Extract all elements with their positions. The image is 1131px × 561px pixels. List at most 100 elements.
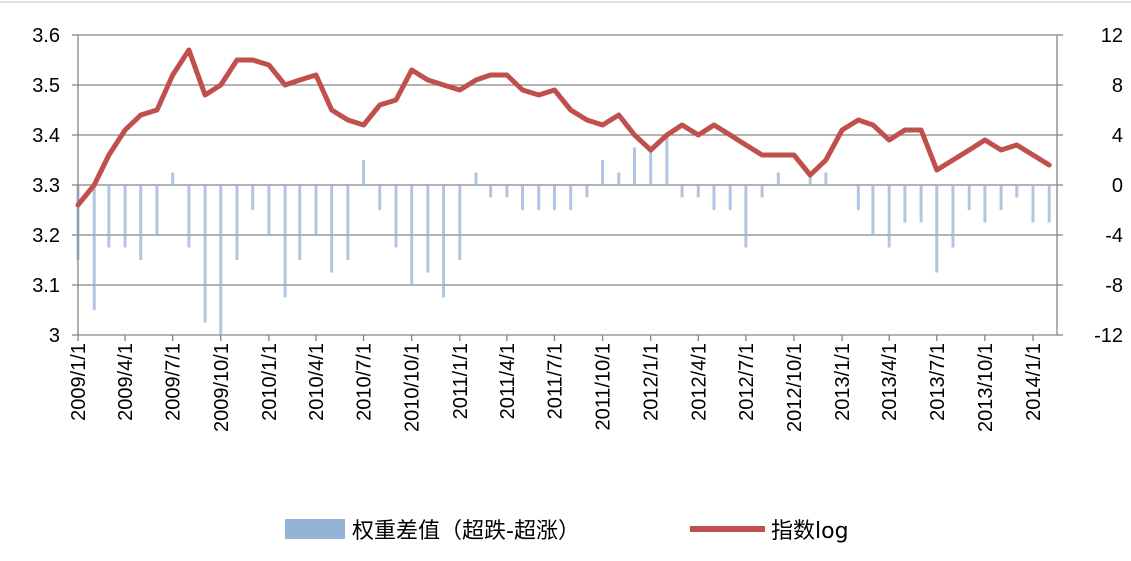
bar <box>967 185 971 210</box>
bar <box>537 185 541 210</box>
bar <box>107 185 111 248</box>
bar <box>426 185 430 273</box>
x-tick-label: 2010/10/1 <box>402 343 424 432</box>
bar <box>187 185 191 248</box>
x-tick-label: 2013/4/1 <box>879 343 901 421</box>
bar <box>983 185 987 223</box>
bar <box>298 185 302 260</box>
bar <box>776 172 780 185</box>
bar <box>601 160 605 185</box>
bar <box>219 185 223 335</box>
x-tick-label: 2012/10/1 <box>784 343 806 432</box>
bar <box>139 185 143 260</box>
axes <box>72 34 1063 341</box>
bar <box>394 185 398 248</box>
bar <box>744 185 748 248</box>
bar <box>283 185 287 298</box>
x-tick-label: 2012/7/1 <box>736 343 758 421</box>
bar <box>92 185 96 310</box>
left-tick-label: 3.6 <box>32 25 60 47</box>
x-tick-label: 2013/1/1 <box>832 343 854 421</box>
bar <box>649 147 653 185</box>
x-tick-label: 2014/1/1 <box>1023 343 1045 421</box>
x-tick-label: 2011/10/1 <box>593 343 615 431</box>
bar <box>267 185 271 235</box>
legend-bar-label: 权重差值（超跌-超涨） <box>352 519 580 544</box>
bar <box>856 185 860 210</box>
bar <box>919 185 923 223</box>
bar <box>442 185 446 298</box>
x-tick-label: 2009/10/1 <box>211 343 233 432</box>
bar <box>617 172 621 185</box>
x-tick-label: 2009/1/1 <box>68 343 90 421</box>
line-index-log <box>75 47 1052 208</box>
bar <box>171 172 175 185</box>
bar <box>887 185 891 248</box>
bar <box>505 185 509 198</box>
bar <box>458 185 462 260</box>
bar <box>1047 185 1051 223</box>
bar <box>346 185 350 260</box>
right-tick-label: -8 <box>1105 275 1123 297</box>
bar <box>410 185 414 285</box>
bar <box>362 160 366 185</box>
bar <box>903 185 907 223</box>
x-tick-label: 2009/4/1 <box>115 343 137 421</box>
x-tick-label: 2012/1/1 <box>641 343 663 421</box>
x-tick-label: 2011/7/1 <box>545 343 567 419</box>
left-axis-ticks: 3 3.1 3.2 3.3 3.4 3.5 3.6 <box>32 25 60 347</box>
bar <box>792 185 796 186</box>
x-tick-label: 2010/7/1 <box>354 343 376 421</box>
bar <box>665 135 669 185</box>
bar <box>871 185 875 235</box>
bar <box>489 185 493 198</box>
right-tick-label: 12 <box>1101 25 1123 47</box>
bar <box>951 185 955 248</box>
bar <box>203 185 207 323</box>
x-tick-label: 2013/7/1 <box>927 343 949 421</box>
bar <box>999 185 1003 210</box>
x-tick-label: 2013/10/1 <box>975 343 997 432</box>
right-tick-label: -12 <box>1094 325 1123 347</box>
bar <box>1015 185 1019 198</box>
bar <box>1031 185 1035 223</box>
bar <box>935 185 939 273</box>
x-tick-label: 2010/1/1 <box>259 343 281 421</box>
x-tick-label: 2010/4/1 <box>306 343 328 421</box>
bar <box>632 147 636 185</box>
x-tick-label: 2009/7/1 <box>163 343 185 421</box>
line-series <box>75 47 1052 208</box>
bar <box>123 185 127 248</box>
bar <box>808 172 812 185</box>
x-tick-label: 2012/4/1 <box>688 343 710 421</box>
right-tick-label: 0 <box>1112 175 1123 197</box>
legend-line-label: 指数log <box>771 519 849 544</box>
legend: 权重差值（超跌-超涨） 指数log <box>285 519 849 544</box>
bar <box>521 185 525 210</box>
bar <box>712 185 716 210</box>
bar <box>680 185 684 198</box>
bar <box>251 185 255 210</box>
bar <box>569 185 573 210</box>
left-tick-label: 3.2 <box>32 225 60 247</box>
x-tick-label: 2011/1/1 <box>450 343 472 419</box>
right-tick-label: -4 <box>1105 225 1123 247</box>
x-axis-ticks: 2009/1/1 2009/4/1 2009/7/1 2009/10/1 2010/1/… <box>68 343 1045 432</box>
bar <box>155 185 159 235</box>
bar <box>840 185 844 186</box>
bar <box>378 185 382 210</box>
x-tick-label: 2011/4/1 <box>497 343 519 419</box>
bar <box>552 185 556 210</box>
bar <box>824 172 828 185</box>
left-tick-label: 3.3 <box>32 175 60 197</box>
bar <box>474 172 478 185</box>
left-tick-label: 3.5 <box>32 75 60 97</box>
bar <box>235 185 239 260</box>
bar <box>314 185 318 235</box>
bar <box>585 185 589 198</box>
bar <box>330 185 334 273</box>
right-tick-label: 8 <box>1112 75 1123 97</box>
